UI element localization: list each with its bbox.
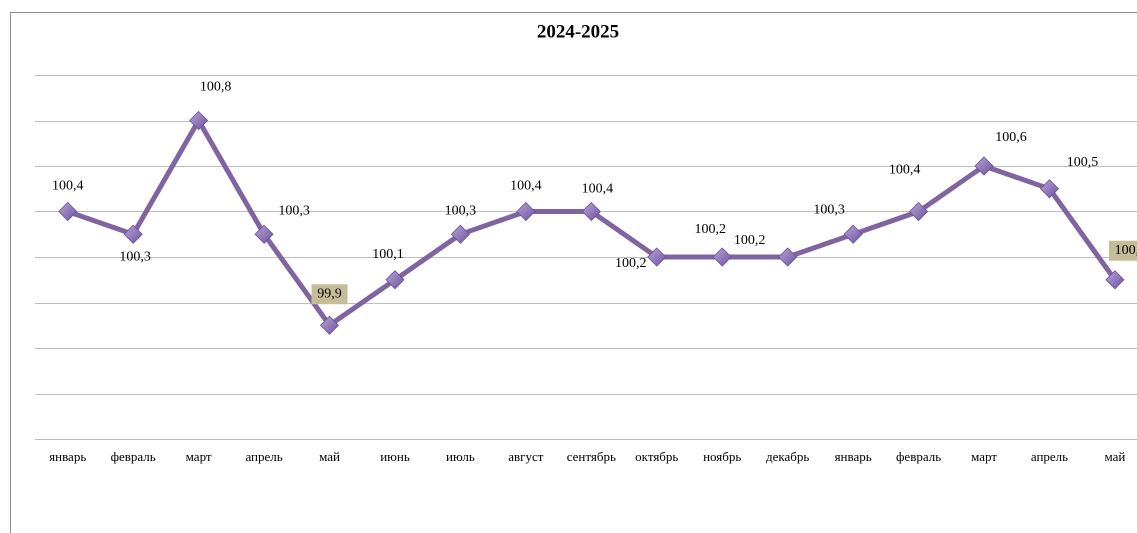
data-label: 100,4 [889,163,921,178]
x-tick-label: июль [446,449,475,464]
marker [123,224,143,244]
data-label: 100,6 [995,130,1027,145]
data-label: 100,2 [694,222,726,237]
marker [254,224,274,244]
data-label: 100,3 [119,249,151,264]
marker [581,201,601,222]
data-label: 100,3 [278,203,310,218]
data-label: 100,4 [52,179,84,194]
data-label: 100,4 [582,182,614,197]
marker [516,201,536,222]
marker [450,224,470,244]
x-tick-label: апрель [1031,449,1068,464]
x-tick-label: январь [49,449,86,464]
label-highlight [311,284,348,305]
data-label: 100,4 [510,179,542,194]
x-tick-label: октябрь [635,449,678,464]
series-line [66,118,1117,328]
x-tick-label: июнь [380,449,410,464]
x-tick-label: май [319,449,340,464]
data-label: 100,8 [200,80,232,95]
data-label: 99,9 [317,286,342,301]
marker [974,156,994,176]
x-tick-label: август [508,449,544,464]
x-tick-label: февраль [896,449,941,464]
marker [647,247,667,267]
marker [385,270,405,290]
x-tick-label: ноябрь [703,449,741,464]
x-tick-label: сентябрь [567,449,616,464]
marker [909,201,929,222]
data-label: 100,2 [615,256,647,271]
x-tick-label: март [186,449,212,464]
chart-title: 2024-2025 [537,21,619,42]
marker [1105,270,1125,290]
marker [843,224,863,244]
marker [58,201,78,222]
x-tick-label: декабрь [766,449,809,464]
data-label: 100,3 [813,202,845,217]
data-label: 100,5 [1067,155,1099,170]
data-label: 100,3 [445,203,477,218]
x-tick-label: май [1104,449,1125,464]
x-tick-label: январь [835,449,872,464]
label-highlight [1108,240,1137,261]
marker [712,247,732,267]
marker [1039,179,1060,199]
x-tick-label: апрель [245,449,282,464]
marker [319,315,340,335]
data-label: 100,2 [734,233,766,248]
data-label: 100, [1115,243,1137,258]
data-label: 100,1 [372,247,404,262]
marker [778,247,798,267]
x-tick-label: март [971,449,997,464]
x-tick-label: февраль [111,449,156,464]
marker [189,110,209,131]
